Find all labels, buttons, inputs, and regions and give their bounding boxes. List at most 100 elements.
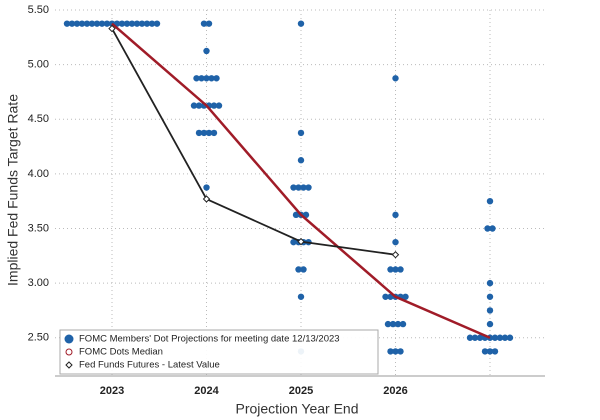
dot [138, 20, 146, 27]
dot [190, 102, 198, 109]
x-axis-title: Projection Year End [236, 401, 359, 417]
futures-marker [391, 251, 400, 259]
dot [399, 320, 407, 328]
dot [203, 184, 210, 191]
y-tick-label: 5.00 [28, 59, 49, 71]
dot [471, 334, 479, 341]
dot [290, 238, 297, 246]
legend-label: FOMC Dots Median [79, 347, 163, 358]
x-tick-label: 2025 [289, 385, 313, 397]
dot [123, 20, 131, 27]
futures-marker [297, 237, 305, 246]
x-tick-label: 2024 [194, 385, 219, 397]
dot [484, 225, 491, 232]
dot [382, 293, 389, 300]
dot [387, 348, 394, 355]
futures-marker [202, 195, 211, 203]
dot [195, 129, 203, 137]
dot [88, 20, 96, 27]
dot [392, 238, 399, 246]
dot [297, 20, 305, 27]
dot [394, 320, 402, 328]
y-tick-label: 5.50 [28, 4, 49, 16]
legend-label: Fed Funds Futures - Latest Value [79, 360, 220, 371]
dot [486, 320, 494, 328]
dot [486, 348, 494, 355]
dot [491, 334, 499, 341]
dot [387, 266, 394, 273]
dot [78, 20, 86, 27]
y-axis-title: Implied Fed Funds Target Rate [5, 94, 21, 286]
dot [198, 75, 205, 82]
dot [392, 211, 399, 219]
dot [83, 20, 91, 27]
dot [203, 47, 210, 55]
dot [481, 348, 489, 355]
legend-label: FOMC Members' Dot Projections for meetin… [79, 334, 340, 345]
dot [290, 184, 297, 191]
legend-box [59, 329, 379, 375]
dot [392, 348, 399, 355]
dot [486, 293, 494, 300]
dot [128, 20, 136, 27]
dot [392, 266, 399, 273]
dot [496, 334, 504, 341]
dot [297, 157, 305, 164]
dot [300, 266, 307, 273]
dot [133, 20, 141, 27]
dot [486, 279, 494, 287]
dot [210, 102, 218, 109]
dot [384, 320, 392, 328]
dot [295, 266, 302, 273]
dot [195, 102, 203, 109]
dot [103, 20, 111, 27]
dot [208, 75, 215, 82]
dot [205, 20, 213, 27]
dot [210, 129, 218, 137]
dot [200, 129, 208, 137]
dot [143, 20, 151, 27]
median-line [111, 22, 491, 339]
dot [397, 348, 404, 355]
dot [305, 184, 312, 191]
dot [292, 211, 300, 219]
dot [205, 129, 213, 137]
y-tick-label: 4.00 [28, 168, 49, 180]
dot [300, 184, 307, 191]
dot [148, 20, 156, 27]
dot [73, 20, 81, 27]
dot [213, 75, 220, 82]
dot [93, 20, 101, 27]
dot [402, 293, 409, 300]
futures-line [111, 28, 396, 256]
dot [215, 102, 223, 109]
legend-marker [65, 361, 73, 369]
dot [491, 348, 499, 355]
dot [466, 334, 474, 341]
dot [118, 20, 126, 27]
legend-marker [65, 348, 73, 356]
dot [295, 184, 302, 191]
legend-marker [64, 334, 74, 344]
dot [63, 20, 71, 27]
dot [153, 20, 161, 27]
y-tick-label: 3.50 [28, 222, 49, 234]
dot [98, 20, 106, 27]
x-tick-label: 2023 [100, 385, 124, 397]
dot [476, 334, 484, 341]
futures-marker [108, 24, 116, 33]
dot [489, 225, 496, 232]
y-tick-label: 3.00 [28, 277, 49, 289]
dot [506, 334, 514, 341]
dot [389, 320, 397, 328]
dot [501, 334, 509, 341]
dot [68, 20, 76, 27]
dot [486, 307, 494, 314]
dot [297, 293, 305, 300]
dot [397, 266, 404, 273]
dot [203, 75, 210, 82]
y-tick-label: 2.50 [28, 332, 49, 344]
y-tick-label: 4.50 [28, 113, 49, 125]
dot [297, 129, 305, 137]
